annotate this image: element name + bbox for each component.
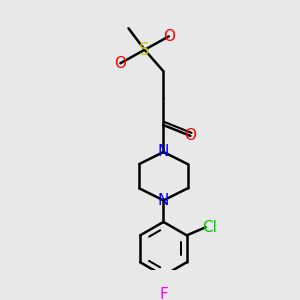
- Text: Cl: Cl: [202, 220, 217, 235]
- Text: O: O: [163, 29, 175, 44]
- Text: F: F: [159, 287, 168, 300]
- Text: N: N: [158, 193, 169, 208]
- Text: S: S: [140, 41, 150, 59]
- Text: O: O: [184, 128, 196, 143]
- Text: N: N: [158, 145, 169, 160]
- Text: O: O: [114, 56, 126, 71]
